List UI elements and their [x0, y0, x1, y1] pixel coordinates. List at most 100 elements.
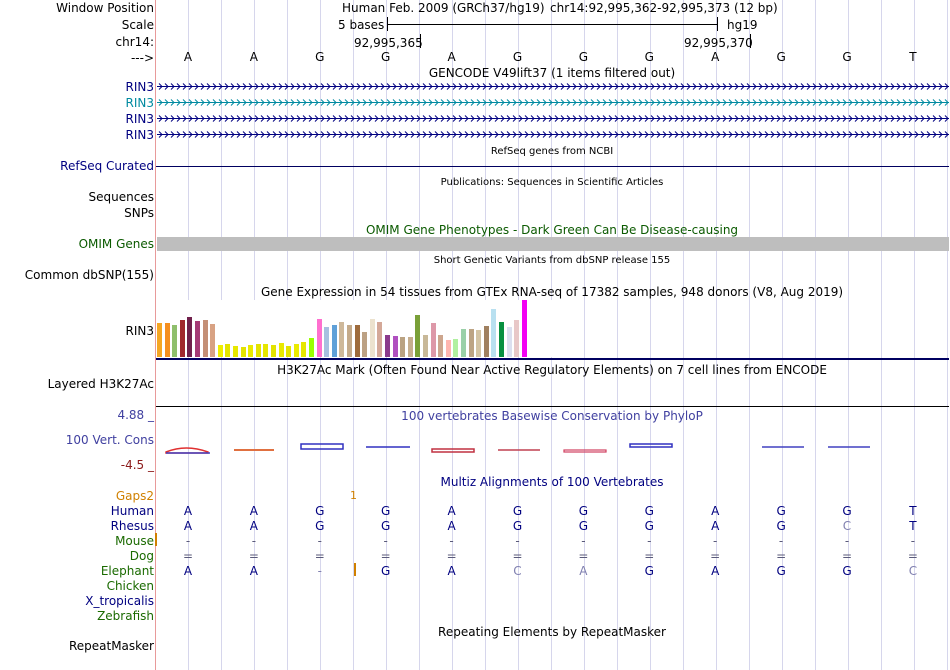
gtex-tissue-bar[interactable]: [271, 345, 276, 357]
scale-bar: [387, 17, 718, 31]
sequences-label[interactable]: Sequences: [88, 190, 154, 204]
gtex-tissue-bar[interactable]: [301, 342, 307, 357]
gencode-rin3-label-4[interactable]: RIN3: [125, 128, 155, 142]
snps-label[interactable]: SNPs: [124, 206, 154, 220]
omim-genes-label[interactable]: OMIM Genes: [78, 237, 154, 251]
gtex-tissue-bar[interactable]: [263, 344, 269, 357]
species-zebrafish-label: Zebrafish: [97, 609, 154, 623]
alignment-base-human: A: [711, 504, 720, 518]
alignment-base-rhesus: G: [315, 519, 325, 533]
gtex-tissue-bar[interactable]: [385, 335, 390, 357]
alignment-base-rhesus: A: [447, 519, 456, 533]
gtex-tissue-bar[interactable]: [248, 345, 254, 357]
gtex-tissue-bar[interactable]: [157, 323, 162, 357]
species-xtropicalis-label: X_tropicalis: [85, 594, 154, 608]
gtex-tissue-bar[interactable]: [210, 324, 216, 357]
gtex-tissue-bar[interactable]: [461, 329, 466, 357]
refseq-curated-label[interactable]: RefSeq Curated: [60, 159, 154, 173]
alignment-base-human: G: [644, 504, 654, 518]
h3k27ac-track-title: H3K27Ac Mark (Often Found Near Active Re…: [277, 363, 827, 377]
gtex-tissue-bar[interactable]: [514, 320, 520, 357]
vert-cons-label[interactable]: 100 Vert. Cons: [65, 433, 154, 447]
gtex-tissue-bar[interactable]: [255, 344, 261, 357]
alignment-base-human: A: [447, 504, 456, 518]
gencode-rin3-label-3[interactable]: RIN3: [125, 112, 155, 126]
gencode-rin3-transcript-1[interactable]: [157, 81, 949, 92]
gtex-tissue-bar[interactable]: [240, 347, 246, 357]
alignment-base-dog: =: [314, 549, 325, 563]
layered-h3k27ac-label[interactable]: Layered H3K27Ac: [47, 377, 154, 391]
gtex-tissue-bar[interactable]: [225, 344, 231, 357]
gtex-rin3-label[interactable]: RIN3: [125, 324, 155, 338]
gtex-tissue-bar[interactable]: [195, 321, 200, 357]
gtex-tissue-bar[interactable]: [324, 327, 330, 357]
gtex-tissue-bar[interactable]: [468, 329, 474, 357]
gtex-tissue-bar[interactable]: [369, 319, 375, 357]
reference-base: G: [644, 50, 654, 64]
gtex-tissue-bar[interactable]: [453, 339, 459, 357]
gtex-tissue-bar[interactable]: [483, 326, 489, 357]
gtex-tissue-bar[interactable]: [362, 332, 368, 357]
alignment-base-rhesus: G: [512, 519, 523, 533]
gtex-tissue-bar[interactable]: [506, 327, 512, 357]
refseq-track-title: RefSeq genes from NCBI: [490, 146, 614, 157]
repeatmasker-label[interactable]: RepeatMasker: [68, 639, 154, 653]
gtex-tissue-bar[interactable]: [278, 343, 284, 357]
alignment-base-rhesus: C: [842, 519, 852, 533]
reference-base: A: [711, 50, 720, 64]
gtex-tissue-bar[interactable]: [172, 325, 178, 357]
reference-base: A: [249, 50, 258, 64]
gtex-tissue-bar[interactable]: [164, 323, 170, 357]
gtex-tissue-bar[interactable]: [179, 320, 185, 357]
gtex-tissue-bar[interactable]: [331, 325, 337, 357]
phylop-mark-5: [431, 448, 475, 453]
alignment-base-mouse: -: [581, 534, 586, 548]
gtex-tissue-bar[interactable]: [491, 309, 497, 357]
gtex-tissue-bar[interactable]: [217, 345, 223, 357]
phylop-conservation-plot[interactable]: [156, 438, 949, 460]
gtex-tissue-bar[interactable]: [430, 323, 436, 357]
alignment-base-mouse: -: [317, 534, 322, 548]
gtex-tissue-bar[interactable]: [392, 336, 398, 357]
alignment-base-elephant: C: [513, 564, 522, 578]
gtex-tissue-bar[interactable]: [187, 317, 193, 357]
refseq-gene-line[interactable]: [156, 166, 949, 167]
gtex-tissue-bar[interactable]: [476, 330, 482, 357]
gtex-tissue-bar[interactable]: [233, 346, 238, 357]
gtex-expression-bars[interactable]: [156, 300, 556, 357]
gtex-tissue-bar[interactable]: [309, 338, 314, 357]
gtex-tissue-bar[interactable]: [377, 322, 383, 357]
repeatmasker-track-title: Repeating Elements by RepeatMasker: [438, 625, 666, 639]
gencode-rin3-transcript-2[interactable]: [157, 97, 949, 108]
gtex-tissue-bar[interactable]: [499, 322, 504, 357]
alignment-base-human: T: [909, 504, 917, 518]
gencode-rin3-label-2[interactable]: RIN3: [125, 96, 155, 110]
assembly-title: Human Feb. 2009 (GRCh37/hg19): [342, 1, 545, 15]
reference-base: G: [842, 50, 852, 64]
alignment-base-elephant: G: [842, 564, 852, 578]
alignment-base-elephant: C: [908, 564, 918, 578]
gtex-tissue-bar[interactable]: [415, 315, 421, 357]
gtex-tissue-bar[interactable]: [423, 335, 428, 357]
scale-assembly-label: hg19: [727, 18, 758, 32]
gtex-tissue-bar[interactable]: [347, 325, 352, 357]
grid-line: [584, 0, 585, 670]
alignment-base-dog: =: [182, 549, 194, 563]
common-dbsnp-label[interactable]: Common dbSNP(155): [24, 268, 154, 282]
gtex-tissue-bar[interactable]: [438, 335, 444, 357]
gencode-rin3-transcript-3[interactable]: [157, 113, 949, 124]
gtex-tissue-bar[interactable]: [202, 320, 208, 357]
gtex-tissue-bar[interactable]: [286, 346, 292, 357]
gtex-tissue-bar[interactable]: [293, 344, 299, 357]
gtex-tissue-bar[interactable]: [445, 340, 451, 357]
omim-gene-bar[interactable]: [157, 237, 949, 251]
alignment-base-elephant: A: [249, 564, 258, 578]
gtex-tissue-bar[interactable]: [316, 319, 322, 357]
gtex-tissue-bar[interactable]: [354, 325, 360, 357]
gtex-tissue-bar[interactable]: [521, 300, 527, 357]
gtex-tissue-bar[interactable]: [339, 322, 345, 357]
gencode-rin3-label-1[interactable]: RIN3: [125, 80, 155, 94]
gencode-rin3-transcript-4[interactable]: [157, 129, 949, 140]
gtex-tissue-bar[interactable]: [407, 337, 413, 357]
gtex-tissue-bar[interactable]: [400, 337, 406, 357]
